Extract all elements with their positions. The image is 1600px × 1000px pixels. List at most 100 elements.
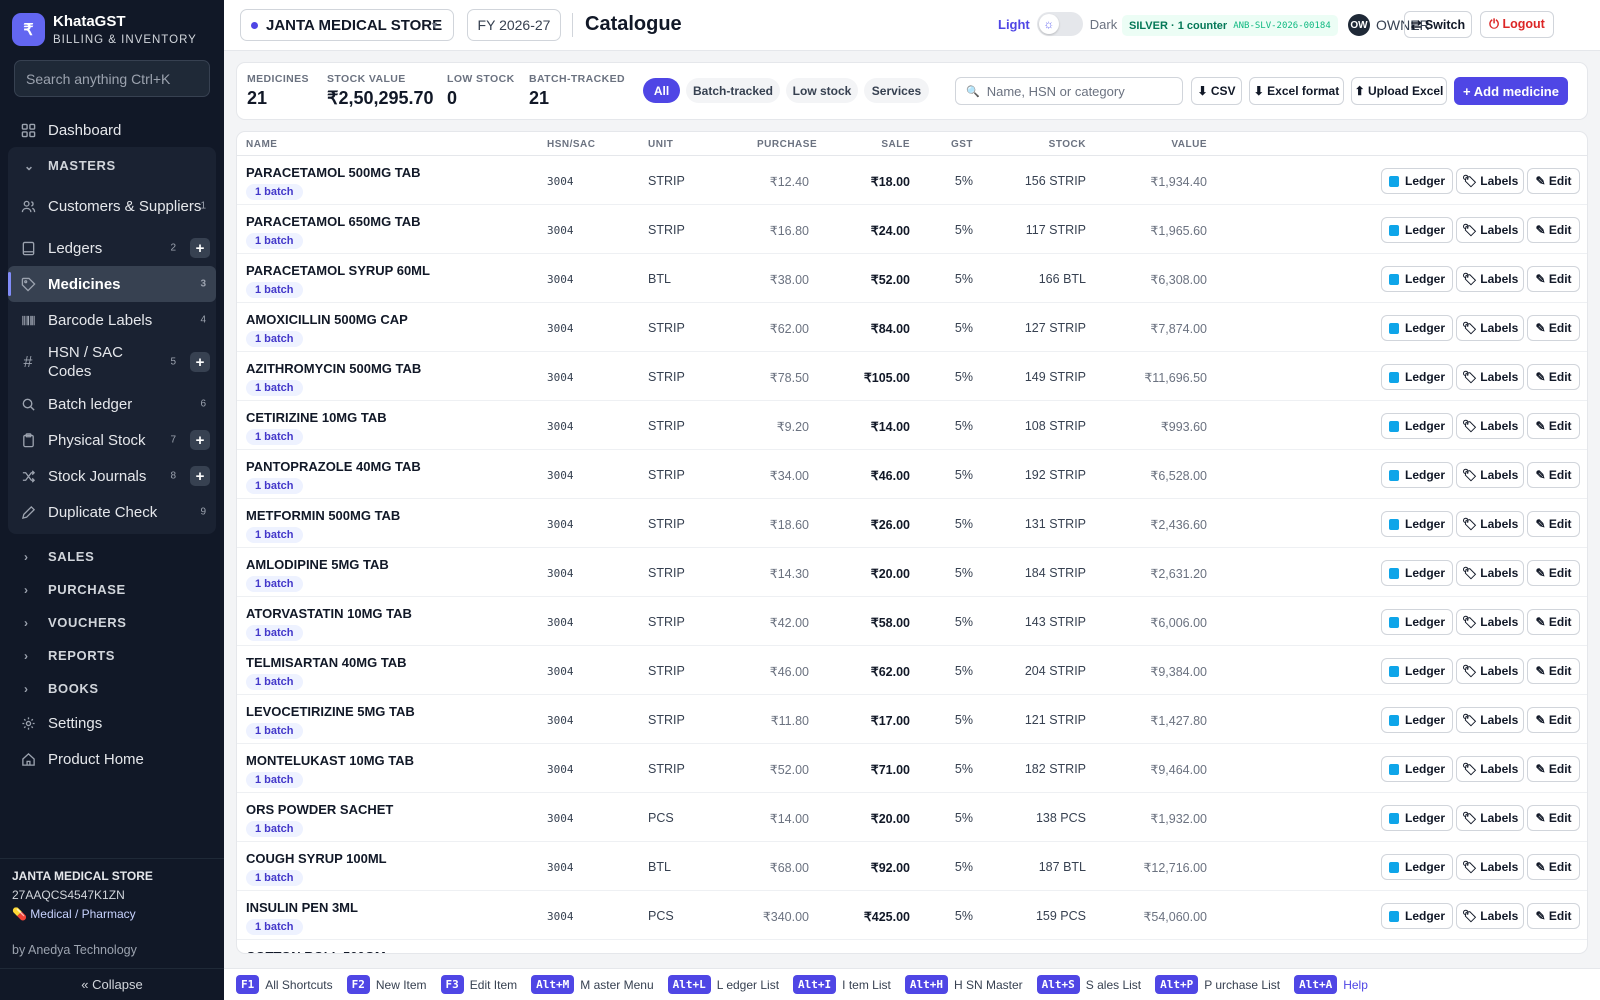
batch-badge[interactable]: 1 batch [246,919,303,935]
shortcut-item[interactable]: Alt+P P urchase List [1155,975,1280,994]
table-row[interactable]: PARACETAMOL 500MG TAB 1 batch 3004 STRIP ₹12… [237,156,1587,205]
batch-badge[interactable]: 1 batch [246,821,303,837]
medicine-name[interactable]: AMLODIPINE 5MG TAB [246,557,389,572]
ledger-button[interactable]: Ledger [1381,364,1453,390]
table-row[interactable]: ORS POWDER SACHET 1 batch 3004 PCS ₹14.00 ₹20… [237,793,1587,842]
labels-button[interactable]: 🏷 Labels [1456,315,1524,341]
edit-button[interactable]: ✎ Edit [1527,805,1580,831]
batch-badge[interactable]: 1 batch [246,331,303,347]
labels-button[interactable]: 🏷 Labels [1456,756,1524,782]
labels-button[interactable]: 🏷 Labels [1456,903,1524,929]
fiscal-year-selector[interactable]: FY 2026-27 [467,9,561,41]
medicine-name[interactable]: TELMISARTAN 40MG TAB [246,655,407,670]
medicine-name[interactable]: COTTON ROLL 500GM [246,949,386,953]
sidebar-item-medicines[interactable]: Medicines 3 [8,266,216,302]
table-row[interactable]: AZITHROMYCIN 500MG TAB 1 batch 3004 STRIP ₹7… [237,352,1587,401]
edit-button[interactable]: ✎ Edit [1527,364,1580,390]
edit-button[interactable]: ✎ Edit [1527,413,1580,439]
add-ledger-button[interactable]: + [190,238,210,258]
medicine-name[interactable]: PARACETAMOL SYRUP 60ML [246,263,430,278]
batch-badge[interactable]: 1 batch [246,184,303,200]
table-row[interactable]: COTTON ROLL 500GM [237,940,1587,953]
table-row[interactable]: PANTOPRAZOLE 40MG TAB 1 batch 3004 STRIP ₹34… [237,450,1587,499]
medicine-name[interactable]: PARACETAMOL 500MG TAB [246,165,421,180]
sidebar-item-product-home[interactable]: Product Home [8,741,216,777]
labels-button[interactable]: 🏷 Labels [1456,854,1524,880]
batch-badge[interactable]: 1 batch [246,527,303,543]
medicine-name[interactable]: CETIRIZINE 10MG TAB [246,410,387,425]
filter-low-stock[interactable]: Low stock [786,78,858,103]
sidebar-search-input[interactable]: Search anything Ctrl+K [14,60,210,97]
group-masters-toggle[interactable]: ⌄ MASTERS [8,149,216,182]
ledger-button[interactable]: Ledger [1381,266,1453,292]
edit-button[interactable]: ✎ Edit [1527,462,1580,488]
medicine-name[interactable]: LEVOCETIRIZINE 5MG TAB [246,704,415,719]
labels-button[interactable]: 🏷 Labels [1456,413,1524,439]
ledger-button[interactable]: Ledger [1381,315,1453,341]
batch-badge[interactable]: 1 batch [246,429,303,445]
medicine-search-input[interactable]: 🔍 Name, HSN or category [955,77,1183,105]
edit-button[interactable]: ✎ Edit [1527,266,1580,292]
batch-badge[interactable]: 1 batch [246,282,303,298]
medicine-name[interactable]: ORS POWDER SACHET [246,802,394,817]
edit-button[interactable]: ✎ Edit [1527,217,1580,243]
add-medicine-button[interactable]: + Add medicine [1454,77,1568,105]
col-stock[interactable]: STOCK [1048,139,1086,150]
ledger-button[interactable]: Ledger [1381,462,1453,488]
labels-button[interactable]: 🏷 Labels [1456,217,1524,243]
sidebar-item-customers-suppliers[interactable]: Customers & Suppliers 1 [8,182,216,230]
col-value[interactable]: VALUE [1171,139,1207,150]
edit-button[interactable]: ✎ Edit [1527,609,1580,635]
brand[interactable]: ₹ KhataGST BILLING & INVENTORY [12,13,197,46]
table-row[interactable]: TELMISARTAN 40MG TAB 1 batch 3004 STRIP ₹46.… [237,646,1587,695]
ledger-button[interactable]: Ledger [1381,903,1453,929]
filter-all[interactable]: All [643,78,680,103]
group-purchase-toggle[interactable]: › PURCHASE [8,573,216,606]
medicine-name[interactable]: PARACETAMOL 650MG TAB [246,214,421,229]
group-vouchers-toggle[interactable]: › VOUCHERS [8,606,216,639]
upload-excel-button[interactable]: ⬆ Upload Excel [1351,77,1447,105]
labels-button[interactable]: 🏷 Labels [1456,462,1524,488]
switch-button[interactable]: ⇄ Switch [1404,11,1472,38]
table-row[interactable]: AMOXICILLIN 500MG CAP 1 batch 3004 STRIP ₹62… [237,303,1587,352]
table-row[interactable]: COUGH SYRUP 100ML 1 batch 3004 BTL ₹68.00 ₹92… [237,842,1587,891]
add-hsn-button[interactable]: + [190,352,210,372]
medicine-name[interactable]: AZITHROMYCIN 500MG TAB [246,361,422,376]
edit-button[interactable]: ✎ Edit [1527,756,1580,782]
ledger-button[interactable]: Ledger [1381,707,1453,733]
ledger-button[interactable]: Ledger [1381,805,1453,831]
medicine-name[interactable]: INSULIN PEN 3ML [246,900,358,915]
table-row[interactable]: MONTELUKAST 10MG TAB 1 batch 3004 STRIP ₹52.… [237,744,1587,793]
add-stock-journal-button[interactable]: + [190,466,210,486]
medicine-name[interactable]: METFORMIN 500MG TAB [246,508,401,523]
logout-button[interactable]: ⏻ Logout [1480,11,1554,38]
shortcut-item[interactable]: F3 Edit Item [440,975,517,994]
table-row[interactable]: PARACETAMOL SYRUP 60ML 1 batch 3004 BTL ₹38.… [237,254,1587,303]
batch-badge[interactable]: 1 batch [246,870,303,886]
table-row[interactable]: AMLODIPINE 5MG TAB 1 batch 3004 STRIP ₹14.30… [237,548,1587,597]
labels-button[interactable]: 🏷 Labels [1456,560,1524,586]
sidebar-item-settings[interactable]: Settings [8,705,216,741]
batch-badge[interactable]: 1 batch [246,625,303,641]
shortcut-item[interactable]: Alt+I I tem List [793,975,891,994]
col-hsn[interactable]: HSN/SAC [547,139,596,150]
add-physical-stock-button[interactable]: + [190,430,210,450]
edit-button[interactable]: ✎ Edit [1527,168,1580,194]
col-sale[interactable]: SALE [881,139,910,150]
batch-badge[interactable]: 1 batch [246,576,303,592]
medicine-name[interactable]: PANTOPRAZOLE 40MG TAB [246,459,421,474]
table-row[interactable]: METFORMIN 500MG TAB 1 batch 3004 STRIP ₹18.6… [237,499,1587,548]
group-reports-toggle[interactable]: › REPORTS [8,639,216,672]
medicine-name[interactable]: COUGH SYRUP 100ML [246,851,387,866]
medicine-name[interactable]: MONTELUKAST 10MG TAB [246,753,415,768]
sidebar-item-batch-ledger[interactable]: Batch ledger 6 [8,386,216,422]
batch-badge[interactable]: 1 batch [246,233,303,249]
table-row[interactable]: ATORVASTATIN 10MG TAB 1 batch 3004 STRIP ₹42… [237,597,1587,646]
col-purchase[interactable]: PURCHASE [757,139,818,150]
table-row[interactable]: INSULIN PEN 3ML 1 batch 3004 PCS ₹340.00 ₹425… [237,891,1587,940]
table-row[interactable]: PARACETAMOL 650MG TAB 1 batch 3004 STRIP ₹16… [237,205,1587,254]
sidebar-item-dashboard[interactable]: Dashboard [8,113,216,147]
user-role[interactable]: OW OWNER [1348,14,1430,36]
labels-button[interactable]: 🏷 Labels [1456,609,1524,635]
shortcut-item[interactable]: F1 All Shortcuts [236,975,333,994]
